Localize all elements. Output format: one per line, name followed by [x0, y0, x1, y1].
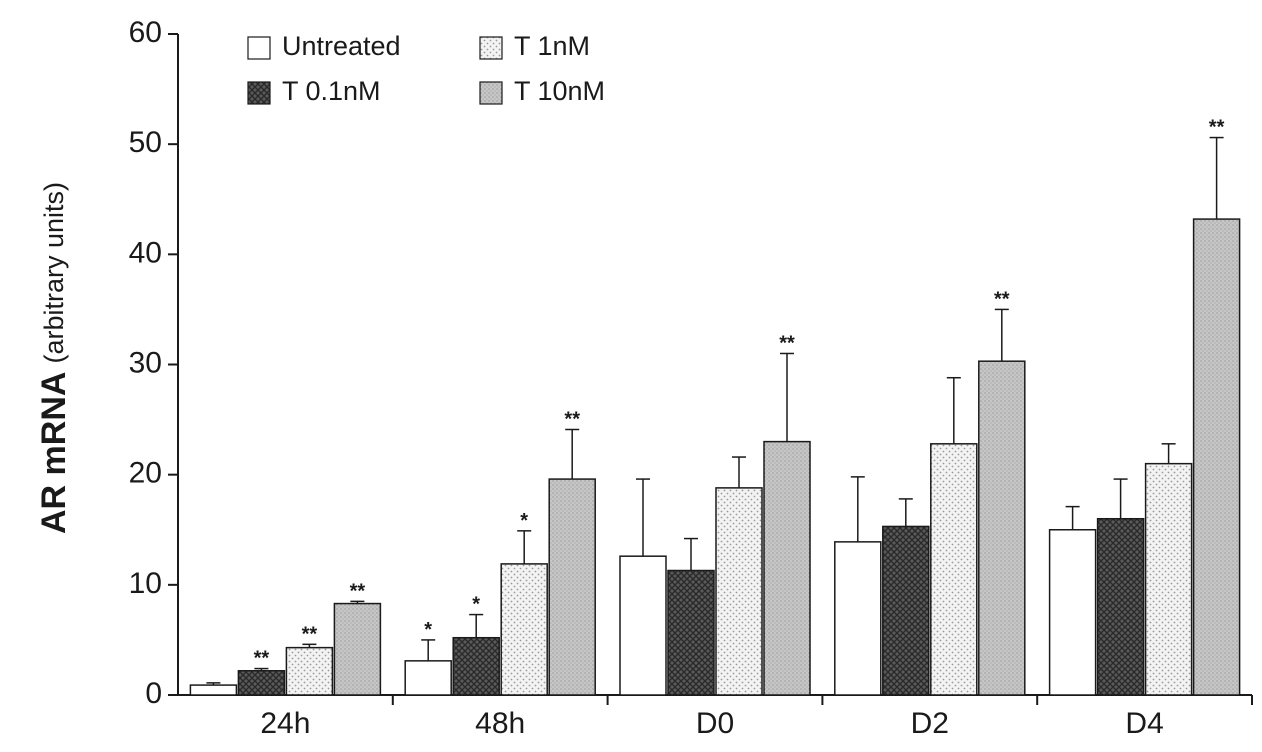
bar	[285, 646, 334, 696]
bar	[500, 563, 548, 696]
bar	[834, 541, 882, 696]
y-tick-label: 0	[145, 677, 162, 710]
x-tick-label: D4	[1125, 707, 1163, 740]
axes: 0 10 20 30 40 50 60 24h 48h D0 D2 D4	[129, 16, 1253, 740]
legend-swatch	[479, 36, 503, 60]
significance-label: **	[994, 288, 1010, 310]
legend-label: T 1nM	[514, 31, 590, 61]
y-axis-label-main: AR mRNA	[35, 372, 73, 534]
bar	[404, 660, 452, 696]
legend-label: T 10nM	[514, 76, 605, 106]
x-tick-label: D0	[696, 707, 734, 740]
x-tick-label: 24h	[260, 707, 310, 740]
significance-label: **	[302, 623, 318, 645]
y-tick-label: 60	[129, 16, 162, 49]
y-axis-label: AR mRNA (arbitrary units)	[35, 182, 73, 534]
bar	[715, 487, 763, 696]
significance-label: **	[254, 648, 270, 670]
legend-swatch	[247, 36, 271, 60]
significance-label: **	[564, 408, 580, 430]
significance-label: *	[520, 510, 528, 532]
legend-label: T 0.1nM	[282, 76, 381, 106]
legend-swatch	[479, 81, 503, 105]
y-tick-label: 10	[129, 567, 162, 600]
significance-label: *	[472, 594, 480, 616]
x-tick-label: 48h	[475, 707, 525, 740]
bar	[333, 602, 382, 696]
y-tick-label: 30	[129, 346, 162, 379]
y-tick-label: 50	[129, 126, 162, 159]
bar	[1096, 517, 1145, 696]
bar	[978, 360, 1026, 696]
significance-label: **	[350, 580, 366, 602]
significance-label: **	[779, 332, 795, 354]
significance-label: **	[1209, 117, 1225, 139]
bar	[619, 555, 667, 696]
x-tick-label: D2	[911, 707, 949, 740]
legend: Untreated T 0.1nM T 1nM T 10nM	[247, 31, 605, 106]
y-tick-label: 40	[129, 236, 162, 269]
legend-swatch	[247, 81, 271, 105]
bar	[237, 670, 286, 696]
bar	[189, 684, 238, 696]
bar	[1192, 218, 1241, 696]
y-axis-label-unit: (arbitrary units)	[39, 182, 69, 364]
bar	[930, 443, 978, 696]
bar	[667, 569, 715, 696]
significance-label: *	[424, 619, 432, 641]
bar	[452, 636, 500, 696]
bar	[1048, 529, 1097, 696]
y-tick-label: 20	[129, 457, 162, 490]
bar	[763, 440, 811, 696]
legend-label: Untreated	[282, 31, 401, 61]
bar	[882, 525, 930, 696]
bars: *****************	[189, 117, 1241, 696]
svg-text:AR mRNA(arbitrary units): AR mRNA (arbitrary units)	[35, 182, 73, 534]
bar	[548, 478, 596, 696]
bar	[1144, 462, 1193, 696]
